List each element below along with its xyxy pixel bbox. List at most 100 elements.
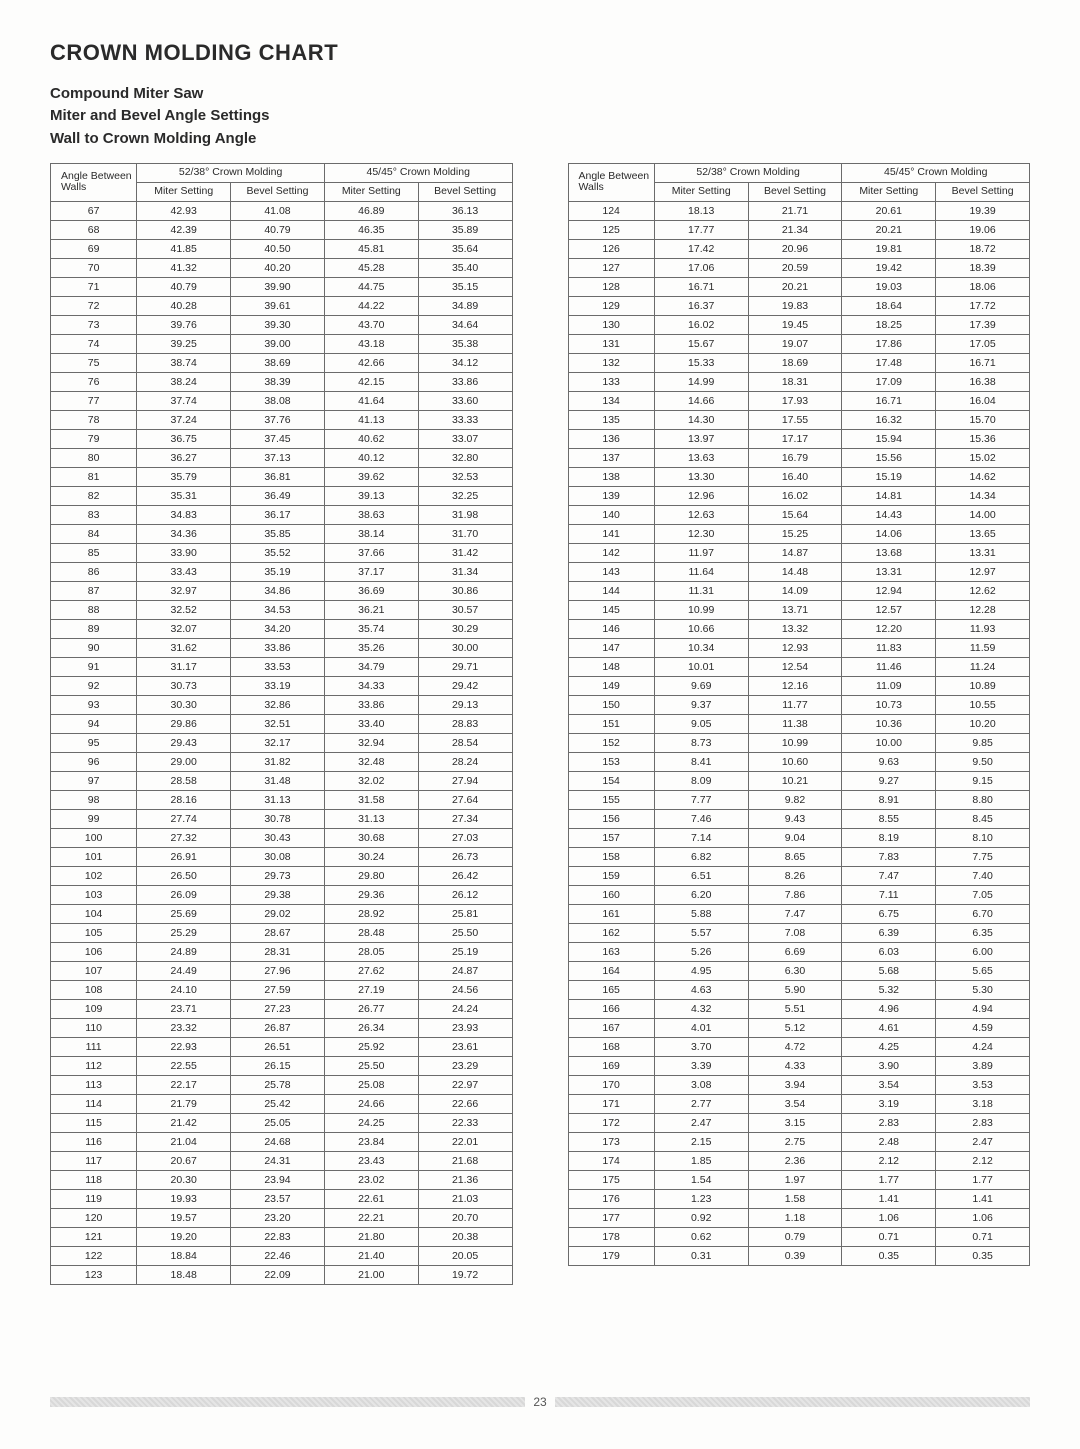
cell-miter1: 32.07 [137, 619, 231, 638]
cell-bevel1: 1.58 [748, 1189, 842, 1208]
cell-bevel1: 22.09 [231, 1265, 325, 1284]
table-row: 1761.231.581.411.41 [568, 1189, 1030, 1208]
cell-angle: 174 [568, 1151, 654, 1170]
cell-angle: 162 [568, 923, 654, 942]
cell-bevel1: 34.20 [231, 619, 325, 638]
cell-miter1: 11.97 [654, 543, 748, 562]
cell-miter1: 18.84 [137, 1246, 231, 1265]
cell-miter2: 24.25 [324, 1113, 418, 1132]
cell-miter2: 45.28 [324, 258, 418, 277]
cell-miter2: 0.35 [842, 1246, 936, 1265]
table-row: 8036.2737.1340.1232.80 [51, 448, 513, 467]
cell-miter2: 25.50 [324, 1056, 418, 1075]
cell-bevel2: 26.12 [418, 885, 512, 904]
cell-miter2: 41.13 [324, 410, 418, 429]
cell-miter1: 18.48 [137, 1265, 231, 1284]
table-row: 10226.5029.7329.8026.42 [51, 866, 513, 885]
cell-miter2: 0.71 [842, 1227, 936, 1246]
cell-bevel1: 21.71 [748, 201, 842, 220]
cell-bevel1: 10.99 [748, 733, 842, 752]
cell-bevel2: 6.70 [936, 904, 1030, 923]
cell-bevel1: 15.25 [748, 524, 842, 543]
cell-angle: 70 [51, 258, 137, 277]
cell-bevel2: 35.15 [418, 277, 512, 296]
cell-bevel1: 13.32 [748, 619, 842, 638]
cell-miter2: 18.64 [842, 296, 936, 315]
cell-angle: 117 [51, 1151, 137, 1170]
table-row: 9728.5831.4832.0227.94 [51, 771, 513, 790]
cell-miter1: 38.74 [137, 353, 231, 372]
cell-miter1: 15.67 [654, 334, 748, 353]
table-row: 10027.3230.4330.6827.03 [51, 828, 513, 847]
table-row: 8832.5234.5336.2130.57 [51, 600, 513, 619]
cell-miter1: 9.37 [654, 695, 748, 714]
cell-miter2: 32.02 [324, 771, 418, 790]
cell-bevel2: 32.53 [418, 467, 512, 486]
cell-bevel2: 13.65 [936, 524, 1030, 543]
cell-bevel2: 29.42 [418, 676, 512, 695]
cell-miter1: 12.30 [654, 524, 748, 543]
cell-bevel2: 4.24 [936, 1037, 1030, 1056]
cell-bevel1: 16.02 [748, 486, 842, 505]
cell-bevel1: 22.46 [231, 1246, 325, 1265]
cell-miter2: 39.13 [324, 486, 418, 505]
table-row: 10824.1027.5927.1924.56 [51, 980, 513, 999]
cell-angle: 121 [51, 1227, 137, 1246]
cell-angle: 172 [568, 1113, 654, 1132]
table-row: 11521.4225.0524.2522.33 [51, 1113, 513, 1132]
cell-miter2: 4.61 [842, 1018, 936, 1037]
cell-miter2: 44.22 [324, 296, 418, 315]
cell-miter2: 33.86 [324, 695, 418, 714]
cell-angle: 92 [51, 676, 137, 695]
cell-angle: 168 [568, 1037, 654, 1056]
cell-bevel2: 9.85 [936, 733, 1030, 752]
cell-bevel1: 25.42 [231, 1094, 325, 1113]
cell-miter1: 37.74 [137, 391, 231, 410]
table-row: 1586.828.657.837.75 [568, 847, 1030, 866]
cell-bevel1: 30.78 [231, 809, 325, 828]
cell-miter1: 26.91 [137, 847, 231, 866]
cell-miter1: 18.13 [654, 201, 748, 220]
cell-miter2: 35.26 [324, 638, 418, 657]
table-row: 12717.0620.5919.4218.39 [568, 258, 1030, 277]
cell-miter1: 16.71 [654, 277, 748, 296]
cell-bevel1: 9.43 [748, 809, 842, 828]
cell-miter1: 29.00 [137, 752, 231, 771]
cell-angle: 75 [51, 353, 137, 372]
cell-angle: 78 [51, 410, 137, 429]
cell-miter1: 11.64 [654, 562, 748, 581]
table-row: 13016.0219.4518.2517.39 [568, 315, 1030, 334]
cell-miter2: 15.94 [842, 429, 936, 448]
cell-miter2: 30.24 [324, 847, 418, 866]
cell-miter1: 36.75 [137, 429, 231, 448]
cell-miter2: 38.14 [324, 524, 418, 543]
cell-miter1: 21.04 [137, 1132, 231, 1151]
table-row: 14112.3015.2514.0613.65 [568, 524, 1030, 543]
cell-miter1: 1.85 [654, 1151, 748, 1170]
cell-bevel2: 26.73 [418, 847, 512, 866]
cell-miter1: 30.30 [137, 695, 231, 714]
table-row: 7140.7939.9044.7535.15 [51, 277, 513, 296]
cell-bevel1: 23.20 [231, 1208, 325, 1227]
cell-bevel1: 17.55 [748, 410, 842, 429]
cell-bevel1: 26.15 [231, 1056, 325, 1075]
cell-miter2: 43.18 [324, 334, 418, 353]
table-row: 6941.8540.5045.8135.64 [51, 239, 513, 258]
table-row: 1683.704.724.254.24 [568, 1037, 1030, 1056]
cell-bevel1: 26.87 [231, 1018, 325, 1037]
cell-bevel2: 17.39 [936, 315, 1030, 334]
cell-miter2: 37.66 [324, 543, 418, 562]
cell-angle: 68 [51, 220, 137, 239]
cell-angle: 137 [568, 448, 654, 467]
cell-bevel1: 11.38 [748, 714, 842, 733]
table-row: 1528.7310.9910.009.85 [568, 733, 1030, 752]
cell-miter1: 13.30 [654, 467, 748, 486]
cell-angle: 95 [51, 733, 137, 752]
cell-bevel2: 30.86 [418, 581, 512, 600]
cell-miter1: 28.58 [137, 771, 231, 790]
table-row: 11222.5526.1525.5023.29 [51, 1056, 513, 1075]
cell-bevel2: 3.53 [936, 1075, 1030, 1094]
cell-miter1: 2.77 [654, 1094, 748, 1113]
cell-miter2: 37.17 [324, 562, 418, 581]
table-row: 13912.9616.0214.8114.34 [568, 486, 1030, 505]
